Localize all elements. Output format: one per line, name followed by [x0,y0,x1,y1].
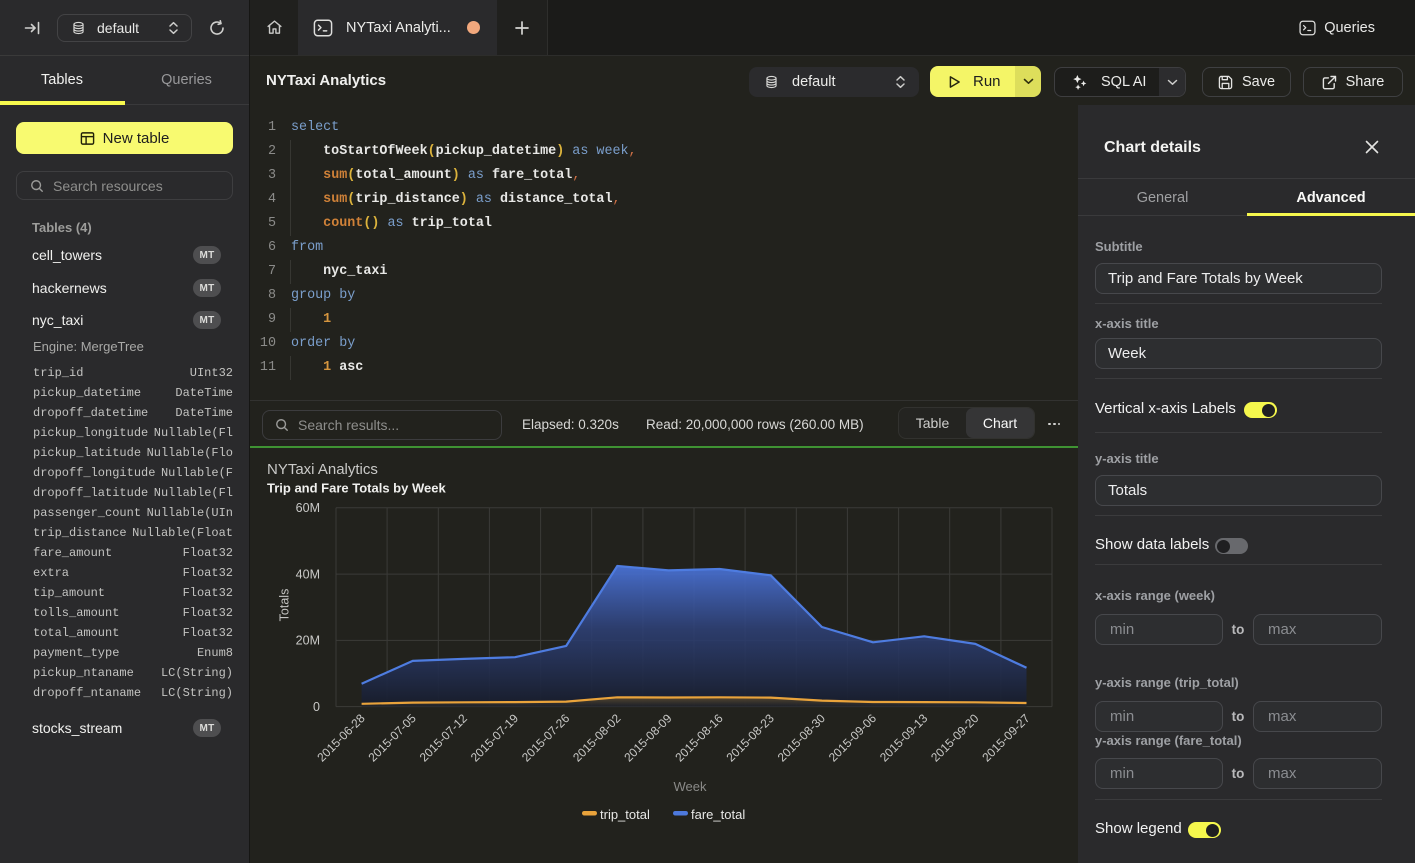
svg-text:NYTaxi Analytics: NYTaxi Analytics [267,461,378,478]
svg-text:Trip and Fare Totals by Week: Trip and Fare Totals by Week [267,481,446,496]
svg-text:2015-09-27: 2015-09-27 [979,711,1033,765]
svg-text:2015-08-02: 2015-08-02 [570,711,624,765]
svg-text:40M: 40M [296,567,320,581]
svg-text:2015-09-20: 2015-09-20 [928,711,982,765]
svg-text:2015-09-13: 2015-09-13 [877,711,931,765]
svg-text:2015-07-26: 2015-07-26 [519,711,573,765]
svg-text:fare_total: fare_total [691,807,745,822]
svg-text:2015-06-28: 2015-06-28 [314,711,368,765]
svg-text:0: 0 [313,700,320,714]
svg-text:2015-09-06: 2015-09-06 [826,711,880,765]
svg-text:2015-08-30: 2015-08-30 [775,711,829,765]
svg-text:20M: 20M [296,634,320,648]
svg-text:60M: 60M [296,501,320,515]
svg-text:2015-08-23: 2015-08-23 [724,711,778,765]
svg-text:2015-08-16: 2015-08-16 [672,711,726,765]
svg-text:Totals: Totals [278,589,292,622]
svg-text:2015-07-19: 2015-07-19 [468,711,522,765]
svg-text:2015-08-09: 2015-08-09 [621,711,675,765]
svg-text:trip_total: trip_total [600,807,650,822]
svg-text:2015-07-05: 2015-07-05 [366,711,420,765]
svg-text:Week: Week [674,779,707,794]
svg-text:2015-07-12: 2015-07-12 [417,711,471,765]
